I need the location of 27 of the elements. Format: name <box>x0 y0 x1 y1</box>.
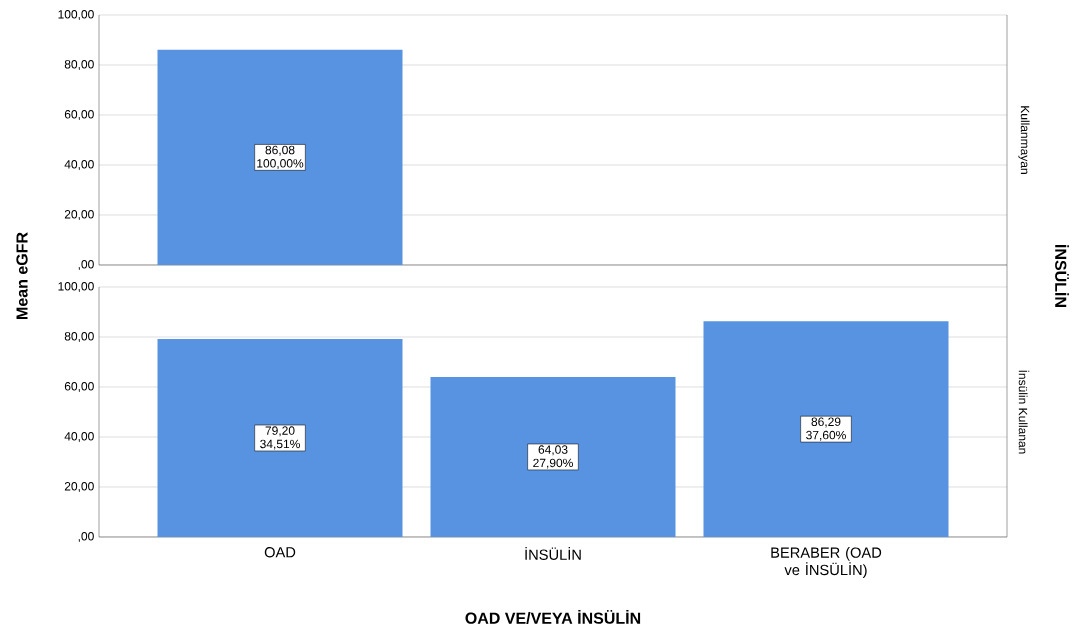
data-label: 64,03 27,90% <box>533 445 573 469</box>
y-tick-label: 60,00 <box>64 382 94 392</box>
x-axis-title: OAD VE/VEYA İNSÜLİN <box>465 609 641 624</box>
y-tick-label: 100,00 <box>58 282 94 292</box>
data-label: 86,08 100,00% <box>257 145 304 169</box>
y-tick-label: ,00 <box>78 532 94 542</box>
data-label: 86,29 37,60% <box>806 417 846 441</box>
bar <box>157 338 403 537</box>
y-tick-label: 100,00 <box>58 10 94 20</box>
y-tick-label: 20,00 <box>64 210 94 220</box>
y-tick-label: 40,00 <box>64 160 94 170</box>
y-tick-label: 40,00 <box>64 432 94 442</box>
y-tick-label: ,00 <box>78 260 94 270</box>
y-tick-label: 20,00 <box>64 482 94 492</box>
text: İNSÜLİN <box>1055 245 1069 307</box>
x-tick-label: İNSÜLİN <box>525 547 581 560</box>
y2-axis-title: Kullanmayan <box>1018 106 1030 174</box>
y-tick-label: 60,00 <box>64 110 94 120</box>
data-label: 79,20 34,51% <box>260 426 300 450</box>
x-tick-label: OAD <box>264 547 296 558</box>
y-tick-label: 80,00 <box>64 60 94 70</box>
y-axis-title: Mean eGFR <box>16 232 28 319</box>
bar <box>430 376 676 537</box>
bar <box>703 321 949 537</box>
x-tick-label: BERABER (OAD ve İNSÜLİN) <box>771 547 882 579</box>
y-tick-label: 80,00 <box>64 332 94 342</box>
y2-axis-title: İnsülin Kullanan <box>1018 370 1030 454</box>
